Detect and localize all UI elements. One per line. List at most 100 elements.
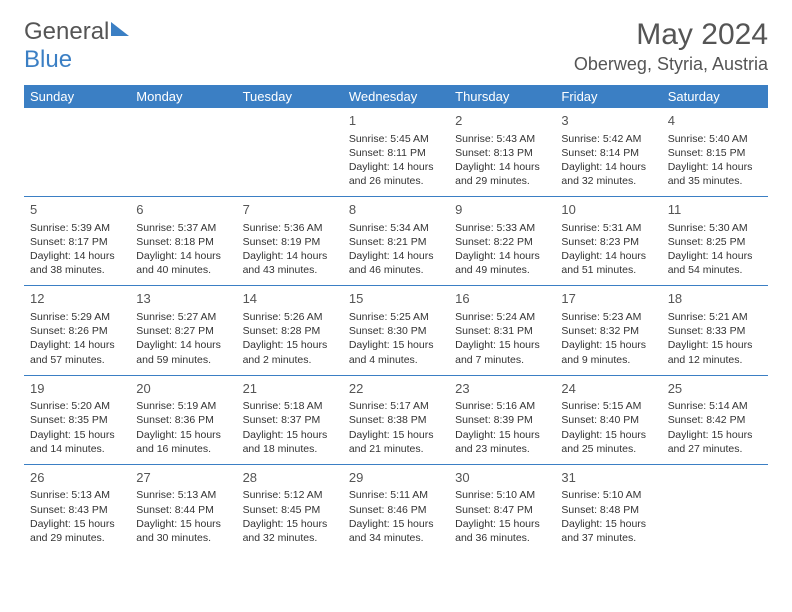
calendar-day-cell: 29Sunrise: 5:11 AMSunset: 8:46 PMDayligh… xyxy=(343,464,449,553)
calendar-day-cell: 30Sunrise: 5:10 AMSunset: 8:47 PMDayligh… xyxy=(449,464,555,553)
sunset-line: Sunset: 8:28 PM xyxy=(243,324,337,338)
calendar-day-cell: 16Sunrise: 5:24 AMSunset: 8:31 PMDayligh… xyxy=(449,286,555,375)
daylight-line: Daylight: 15 hours and 30 minutes. xyxy=(136,517,230,545)
sunset-line: Sunset: 8:30 PM xyxy=(349,324,443,338)
day-number: 1 xyxy=(349,112,443,130)
sunset-line: Sunset: 8:11 PM xyxy=(349,146,443,160)
location-subtitle: Oberweg, Styria, Austria xyxy=(574,54,768,75)
day-number: 19 xyxy=(30,380,124,398)
sunset-line: Sunset: 8:48 PM xyxy=(561,503,655,517)
sunset-line: Sunset: 8:26 PM xyxy=(30,324,124,338)
sunset-line: Sunset: 8:15 PM xyxy=(668,146,762,160)
day-number: 26 xyxy=(30,469,124,487)
calendar-day-cell: 1 Sunrise: 5:45 AMSunset: 8:11 PMDaylight… xyxy=(343,108,449,197)
calendar-day-cell: 22Sunrise: 5:17 AMSunset: 8:38 PMDayligh… xyxy=(343,375,449,464)
sunset-line: Sunset: 8:27 PM xyxy=(136,324,230,338)
sunrise-line: Sunrise: 5:14 AM xyxy=(668,399,762,413)
day-number: 21 xyxy=(243,380,337,398)
calendar-day-cell: 10Sunrise: 5:31 AMSunset: 8:23 PMDayligh… xyxy=(555,197,661,286)
calendar-day-cell: 17Sunrise: 5:23 AMSunset: 8:32 PMDayligh… xyxy=(555,286,661,375)
sunset-line: Sunset: 8:45 PM xyxy=(243,503,337,517)
sunset-line: Sunset: 8:36 PM xyxy=(136,413,230,427)
sunrise-line: Sunrise: 5:16 AM xyxy=(455,399,549,413)
logo-part1: General xyxy=(24,18,109,45)
calendar-day-cell: 21Sunrise: 5:18 AMSunset: 8:37 PMDayligh… xyxy=(237,375,343,464)
calendar-day-cell: 5Sunrise: 5:39 AMSunset: 8:17 PMDaylight… xyxy=(24,197,130,286)
sunset-line: Sunset: 8:35 PM xyxy=(30,413,124,427)
calendar-day-cell: 20Sunrise: 5:19 AMSunset: 8:36 PMDayligh… xyxy=(130,375,236,464)
day-number: 6 xyxy=(136,201,230,219)
daylight-line: Daylight: 15 hours and 16 minutes. xyxy=(136,428,230,456)
triangle-icon xyxy=(111,22,129,36)
sunset-line: Sunset: 8:46 PM xyxy=(349,503,443,517)
sunset-line: Sunset: 8:13 PM xyxy=(455,146,549,160)
calendar-day-cell xyxy=(237,108,343,197)
sunset-line: Sunset: 8:39 PM xyxy=(455,413,549,427)
sunset-line: Sunset: 8:40 PM xyxy=(561,413,655,427)
sunrise-line: Sunrise: 5:20 AM xyxy=(30,399,124,413)
sunset-line: Sunset: 8:37 PM xyxy=(243,413,337,427)
day-number: 7 xyxy=(243,201,337,219)
calendar-day-cell: 15Sunrise: 5:25 AMSunset: 8:30 PMDayligh… xyxy=(343,286,449,375)
sunrise-line: Sunrise: 5:43 AM xyxy=(455,132,549,146)
weekday-header: Wednesday xyxy=(343,85,449,108)
sunrise-line: Sunrise: 5:39 AM xyxy=(30,221,124,235)
day-number: 16 xyxy=(455,290,549,308)
day-number: 27 xyxy=(136,469,230,487)
sunrise-line: Sunrise: 5:40 AM xyxy=(668,132,762,146)
day-number: 15 xyxy=(349,290,443,308)
day-number: 23 xyxy=(455,380,549,398)
calendar-day-cell: 9Sunrise: 5:33 AMSunset: 8:22 PMDaylight… xyxy=(449,197,555,286)
weekday-header: Tuesday xyxy=(237,85,343,108)
day-number: 10 xyxy=(561,201,655,219)
sunrise-line: Sunrise: 5:45 AM xyxy=(349,132,443,146)
day-number: 18 xyxy=(668,290,762,308)
sunrise-line: Sunrise: 5:33 AM xyxy=(455,221,549,235)
calendar-day-cell: 12Sunrise: 5:29 AMSunset: 8:26 PMDayligh… xyxy=(24,286,130,375)
calendar-day-cell: 6Sunrise: 5:37 AMSunset: 8:18 PMDaylight… xyxy=(130,197,236,286)
sunrise-line: Sunrise: 5:25 AM xyxy=(349,310,443,324)
day-number: 12 xyxy=(30,290,124,308)
weekday-header: Sunday xyxy=(24,85,130,108)
sunset-line: Sunset: 8:44 PM xyxy=(136,503,230,517)
sunset-line: Sunset: 8:38 PM xyxy=(349,413,443,427)
daylight-line: Daylight: 15 hours and 25 minutes. xyxy=(561,428,655,456)
daylight-line: Daylight: 14 hours and 38 minutes. xyxy=(30,249,124,277)
calendar-day-cell: 26Sunrise: 5:13 AMSunset: 8:43 PMDayligh… xyxy=(24,464,130,553)
daylight-line: Daylight: 14 hours and 32 minutes. xyxy=(561,160,655,188)
sunrise-line: Sunrise: 5:23 AM xyxy=(561,310,655,324)
daylight-line: Daylight: 15 hours and 2 minutes. xyxy=(243,338,337,366)
calendar-day-cell xyxy=(130,108,236,197)
sunrise-line: Sunrise: 5:18 AM xyxy=(243,399,337,413)
calendar-day-cell: 3Sunrise: 5:42 AMSunset: 8:14 PMDaylight… xyxy=(555,108,661,197)
sunset-line: Sunset: 8:14 PM xyxy=(561,146,655,160)
calendar-day-cell: 8Sunrise: 5:34 AMSunset: 8:21 PMDaylight… xyxy=(343,197,449,286)
daylight-line: Daylight: 14 hours and 59 minutes. xyxy=(136,338,230,366)
calendar-week-row: 26Sunrise: 5:13 AMSunset: 8:43 PM Dayligh… xyxy=(24,464,768,553)
sunrise-line: Sunrise: 5:27 AM xyxy=(136,310,230,324)
sunset-line: Sunset: 8:17 PM xyxy=(30,235,124,249)
calendar-day-cell: 14Sunrise: 5:26 AMSunset: 8:28 PMDayligh… xyxy=(237,286,343,375)
sunset-line: Sunset: 8:42 PM xyxy=(668,413,762,427)
daylight-line: Daylight: 14 hours and 40 minutes. xyxy=(136,249,230,277)
sunrise-line: Sunrise: 5:24 AM xyxy=(455,310,549,324)
daylight-line: Daylight: 14 hours and 29 minutes. xyxy=(455,160,549,188)
day-number: 22 xyxy=(349,380,443,398)
sunrise-line: Sunrise: 5:42 AM xyxy=(561,132,655,146)
calendar-day-cell: 18Sunrise: 5:21 AMSunset: 8:33 PMDayligh… xyxy=(662,286,768,375)
weekday-header: Thursday xyxy=(449,85,555,108)
daylight-line: Daylight: 14 hours and 26 minutes. xyxy=(349,160,443,188)
sunrise-line: Sunrise: 5:13 AM xyxy=(30,488,124,502)
weekday-header: Friday xyxy=(555,85,661,108)
day-number: 2 xyxy=(455,112,549,130)
daylight-line: Daylight: 14 hours and 35 minutes. xyxy=(668,160,762,188)
sunrise-line: Sunrise: 5:19 AM xyxy=(136,399,230,413)
calendar-day-cell: 27Sunrise: 5:13 AMSunset: 8:44 PMDayligh… xyxy=(130,464,236,553)
sunset-line: Sunset: 8:43 PM xyxy=(30,503,124,517)
calendar-day-cell: 25Sunrise: 5:14 AMSunset: 8:42 PMDayligh… xyxy=(662,375,768,464)
daylight-line: Daylight: 14 hours and 43 minutes. xyxy=(243,249,337,277)
daylight-line: Daylight: 14 hours and 51 minutes. xyxy=(561,249,655,277)
day-number: 28 xyxy=(243,469,337,487)
sunrise-line: Sunrise: 5:17 AM xyxy=(349,399,443,413)
daylight-line: Daylight: 15 hours and 32 minutes. xyxy=(243,517,337,545)
